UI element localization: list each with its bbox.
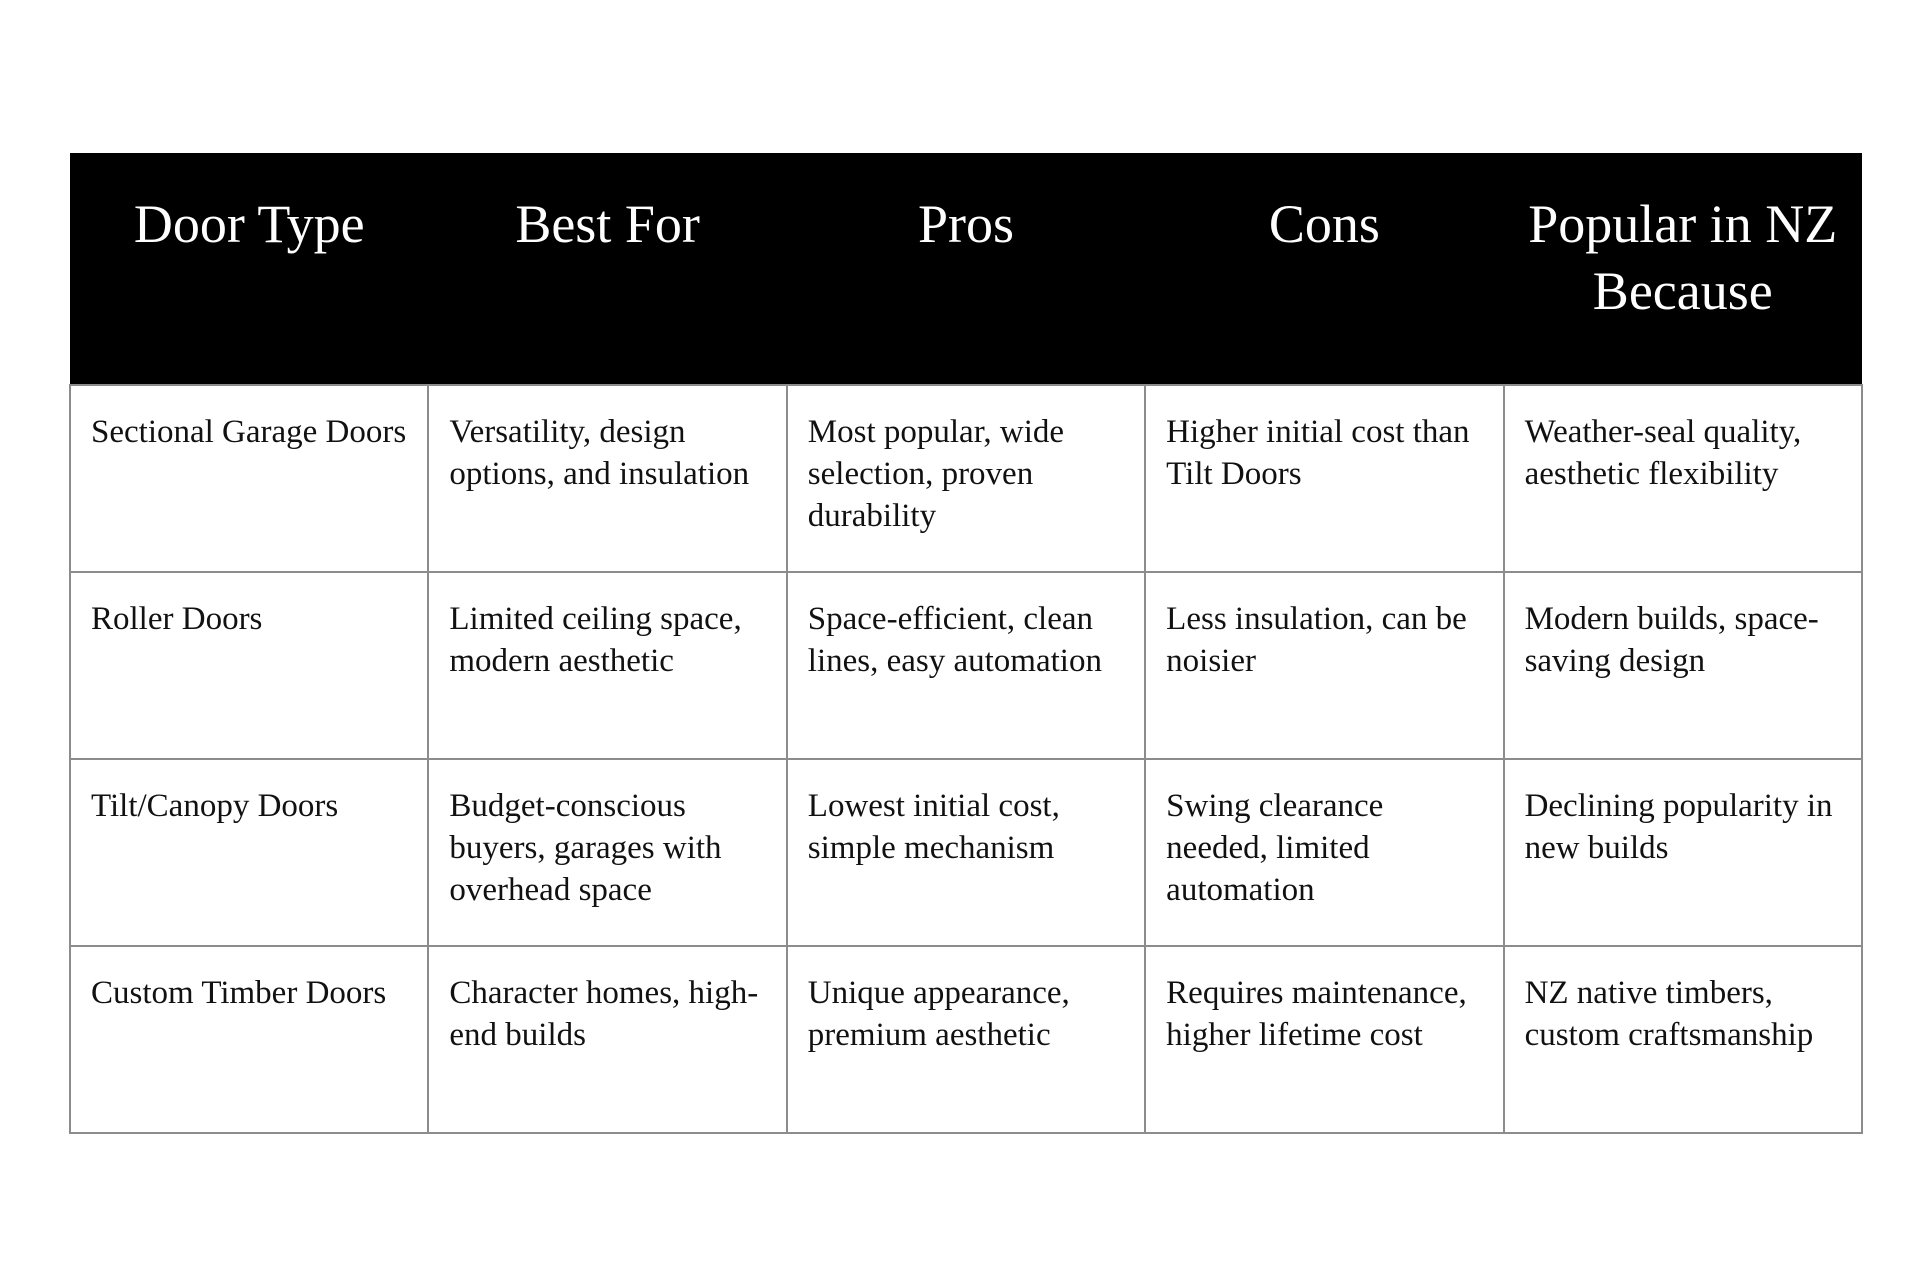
cell-best-for: Versatility, design options, and insulat…: [427, 384, 788, 573]
table-header: Door Type Best For Pros Cons Popular in …: [69, 153, 1863, 385]
cell-best-for: Character homes, high-end builds: [427, 945, 788, 1134]
header-cons: Cons: [1144, 153, 1505, 385]
cell-pros: Lowest initial cost, simple mechanism: [785, 758, 1147, 947]
cell-pros: Most popular, wide selection, proven dur…: [785, 384, 1147, 573]
cell-popular-in-nz: Weather-seal quality, aesthetic flexibil…: [1502, 384, 1863, 573]
header-popular-in-nz: Popular in NZ Because: [1503, 153, 1863, 385]
cell-door-type: Sectional Garage Doors: [68, 384, 430, 573]
cell-cons: Swing clearance needed, limited automati…: [1144, 758, 1505, 947]
table-body: Sectional Garage Doors Versatility, desi…: [68, 384, 1863, 1134]
header-pros: Pros: [786, 153, 1146, 385]
cell-pros: Unique appearance, premium aesthetic: [785, 945, 1147, 1134]
cell-cons: Less insulation, can be noisier: [1144, 571, 1505, 760]
table-row: Sectional Garage Doors Versatility, desi…: [68, 384, 1863, 573]
cell-popular-in-nz: NZ native timbers, custom craftsmanship: [1502, 945, 1863, 1134]
cell-popular-in-nz: Declining popularity in new builds: [1502, 758, 1863, 947]
table-row: Tilt/Canopy Doors Budget-conscious buyer…: [68, 758, 1863, 947]
table-row: Custom Timber Doors Character homes, hig…: [68, 945, 1863, 1134]
cell-cons: Higher initial cost than Tilt Doors: [1144, 384, 1505, 573]
cell-door-type: Tilt/Canopy Doors: [68, 758, 430, 947]
header-door-type: Door Type: [69, 153, 429, 385]
cell-door-type: Roller Doors: [68, 571, 430, 760]
cell-cons: Requires maintenance, higher lifetime co…: [1144, 945, 1505, 1134]
cell-door-type: Custom Timber Doors: [68, 945, 430, 1134]
garage-door-comparison-table: Door Type Best For Pros Cons Popular in …: [68, 153, 1863, 1134]
cell-best-for: Limited ceiling space, modern aesthetic: [427, 571, 788, 760]
cell-pros: Space-efficient, clean lines, easy autom…: [785, 571, 1147, 760]
cell-best-for: Budget-conscious buyers, garages with ov…: [427, 758, 788, 947]
header-best-for: Best For: [427, 153, 788, 385]
header-row: Door Type Best For Pros Cons Popular in …: [69, 153, 1863, 385]
table-row: Roller Doors Limited ceiling space, mode…: [68, 571, 1863, 760]
comparison-table-container: Door Type Best For Pros Cons Popular in …: [68, 153, 1863, 1134]
cell-popular-in-nz: Modern builds, space-saving design: [1502, 571, 1863, 760]
